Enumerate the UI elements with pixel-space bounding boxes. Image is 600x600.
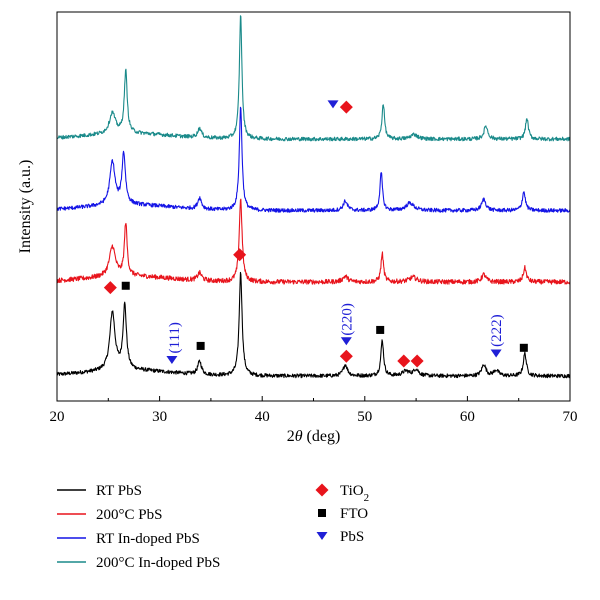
pbs-legend-triangle <box>316 532 328 540</box>
legend-marker-label-1: TiO2 <box>340 483 369 504</box>
x-tick-label: 30 <box>152 409 167 425</box>
legend-label-2: 200°C PbS <box>96 507 162 523</box>
legend-label-3: RT In-doped PbS <box>96 531 200 547</box>
legend: RT PbS 200°C PbS RT In-doped PbS 200°C In-d… <box>57 483 369 571</box>
series-line-2 <box>57 198 570 285</box>
legend-marker-label-3: PbS <box>340 529 364 545</box>
fto-square-marker-2 <box>121 281 130 290</box>
series-line-1 <box>57 271 570 379</box>
fto-legend-square <box>318 509 326 517</box>
fto-square-marker-8 <box>376 325 385 334</box>
x-tick-label: 20 <box>50 409 65 425</box>
fto-square-marker-4 <box>196 341 205 350</box>
x-tick-label: 40 <box>255 409 270 425</box>
x-tick-label: 60 <box>460 409 475 425</box>
y-axis-title: Intensity (a.u.) <box>17 160 34 254</box>
x-tick-label: 50 <box>357 409 372 425</box>
x-tick-label: 70 <box>563 409 578 425</box>
series-line-4 <box>57 15 570 142</box>
series-line-3 <box>57 106 570 213</box>
tio2-diamond-marker-10 <box>410 354 424 368</box>
tio2-diamond-marker-5 <box>233 248 247 262</box>
plot-area: (111) (220) (222) <box>57 15 570 379</box>
tio2-legend-diamond <box>315 483 329 497</box>
hkl-label-3: (222) <box>489 314 505 347</box>
tio2-diamond-marker-9 <box>397 354 411 368</box>
fto-square-marker-12 <box>519 343 528 352</box>
axes: 20 30 40 50 60 70 2θ (deg) Intensity (a.u.) <box>17 11 578 445</box>
tio2-diamond-marker-1 <box>103 281 117 295</box>
pbs-triangle-marker-11 <box>490 349 502 358</box>
legend-label-1: RT PbS <box>96 483 142 499</box>
x-axis-title: 2θ (deg) <box>287 428 341 445</box>
pbs-triangle-marker-13 <box>327 100 339 109</box>
pbs-triangle-marker-6 <box>340 337 352 346</box>
pbs-triangle-marker-3 <box>166 356 178 365</box>
tio2-diamond-marker-14 <box>339 100 353 114</box>
hkl-label-2: (220) <box>339 303 355 336</box>
legend-label-4: 200°C In-doped PbS <box>96 555 220 571</box>
legend-marker-label-2: FTO <box>340 506 368 522</box>
tio2-diamond-marker-7 <box>339 349 353 363</box>
hkl-label-1: (111) <box>167 322 183 353</box>
